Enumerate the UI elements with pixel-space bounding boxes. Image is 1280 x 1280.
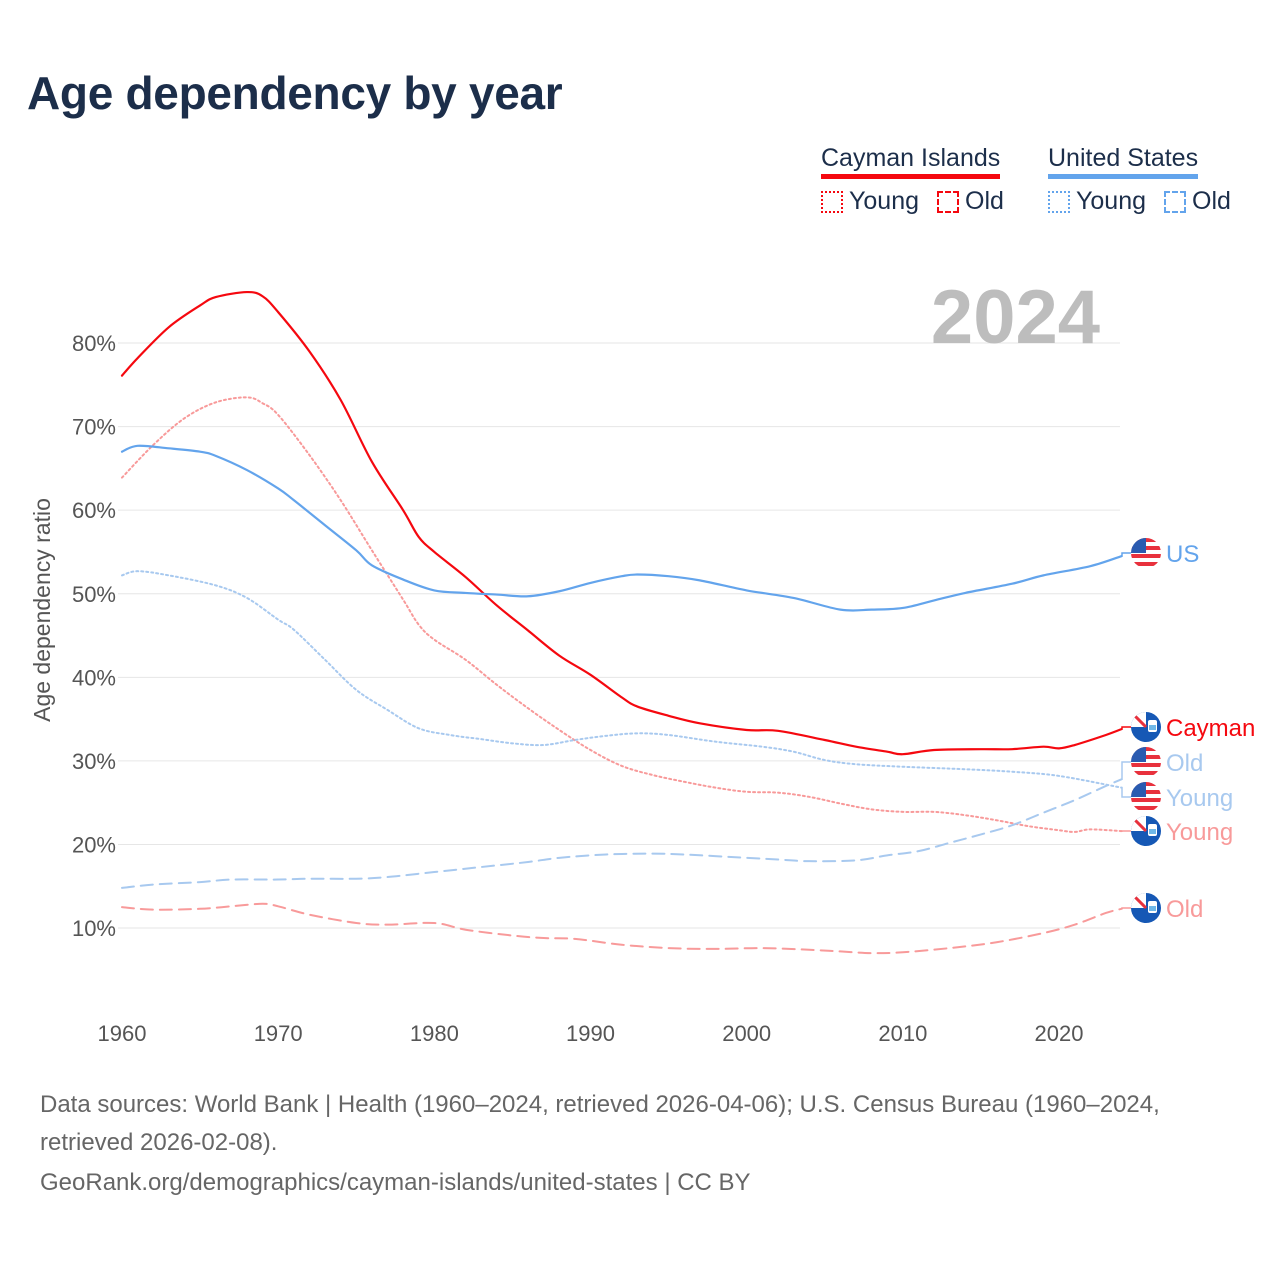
y-tick-label: 10% xyxy=(72,916,116,941)
series-line-cayman-old[interactable] xyxy=(121,902,1123,955)
x-tick-label: 1990 xyxy=(566,1021,615,1046)
year-watermark: 2024 xyxy=(931,275,1100,360)
label-connector xyxy=(1121,786,1134,798)
series-line-cayman-young[interactable] xyxy=(121,396,1123,833)
legend-cayman-islands-label: Cayman Islands xyxy=(821,144,1001,179)
cayman-flag-icon xyxy=(1131,712,1161,742)
dashed-swatch-icon xyxy=(937,190,959,213)
us-flag-icon xyxy=(1131,538,1161,568)
series-line-us-old[interactable] xyxy=(121,778,1123,889)
cayman-flag-icon xyxy=(1131,816,1161,846)
us-flag-icon xyxy=(1131,782,1161,812)
legend-united-states-label: United States xyxy=(1048,144,1199,179)
y-tick-label: 40% xyxy=(72,665,116,690)
dotted-swatch-icon xyxy=(821,190,843,213)
attribution-link[interactable]: GeoRank.org/demographics/cayman-islands/… xyxy=(40,1169,751,1196)
y-tick-label: 30% xyxy=(72,749,116,774)
end-label-us-old: Old xyxy=(1166,750,1203,777)
x-tick-label: 2010 xyxy=(878,1021,927,1046)
y-tick-label: 20% xyxy=(72,832,116,857)
label-connector xyxy=(1121,726,1134,730)
legend-cayman-islands[interactable]: Cayman Islands Young Old xyxy=(821,144,1022,216)
chart-title: Age dependency by year xyxy=(27,67,563,119)
cayman-flag-icon xyxy=(1131,893,1161,923)
series-line-cayman-total[interactable] xyxy=(120,290,1123,756)
legend-cayman-old[interactable]: Old xyxy=(965,187,1004,215)
us-flag-icon xyxy=(1131,747,1161,777)
data-sources: Data sources: World Bank | Health (1960–… xyxy=(40,1091,1160,1156)
y-axis-label: Age dependency ratio xyxy=(29,498,55,722)
legend-us-young[interactable]: Young xyxy=(1076,187,1146,215)
label-connector xyxy=(1121,552,1134,557)
dashed-swatch-icon xyxy=(1164,190,1186,213)
x-tick-label: 1970 xyxy=(254,1021,303,1046)
legend-us-old: Old xyxy=(1192,187,1231,215)
end-label-us-total: US xyxy=(1166,541,1199,568)
end-label-us-young: Young xyxy=(1166,785,1233,812)
end-label-cayman-young: Young xyxy=(1166,819,1233,846)
series-line-us-total[interactable] xyxy=(120,444,1123,612)
label-connector xyxy=(1121,761,1134,781)
y-tick-label: 60% xyxy=(72,498,116,523)
label-connector xyxy=(1121,907,1134,910)
dotted-swatch-icon xyxy=(1048,190,1070,213)
y-tick-label: 50% xyxy=(72,582,116,607)
y-tick-label: 80% xyxy=(72,331,116,356)
x-tick-label: 2000 xyxy=(722,1021,771,1046)
end-label-cayman-total: Cayman xyxy=(1166,715,1255,742)
x-tick-label: 1960 xyxy=(98,1021,147,1046)
x-tick-label: 1980 xyxy=(410,1021,459,1046)
end-label-cayman-old: Old xyxy=(1166,896,1203,923)
y-tick-label: 70% xyxy=(72,415,116,440)
legend-cayman-young[interactable]: Young xyxy=(849,187,919,215)
legend-united-states[interactable]: United States Young Old xyxy=(1048,144,1249,216)
x-tick-label: 2020 xyxy=(1035,1021,1084,1046)
series-line-us-young[interactable] xyxy=(121,570,1123,789)
